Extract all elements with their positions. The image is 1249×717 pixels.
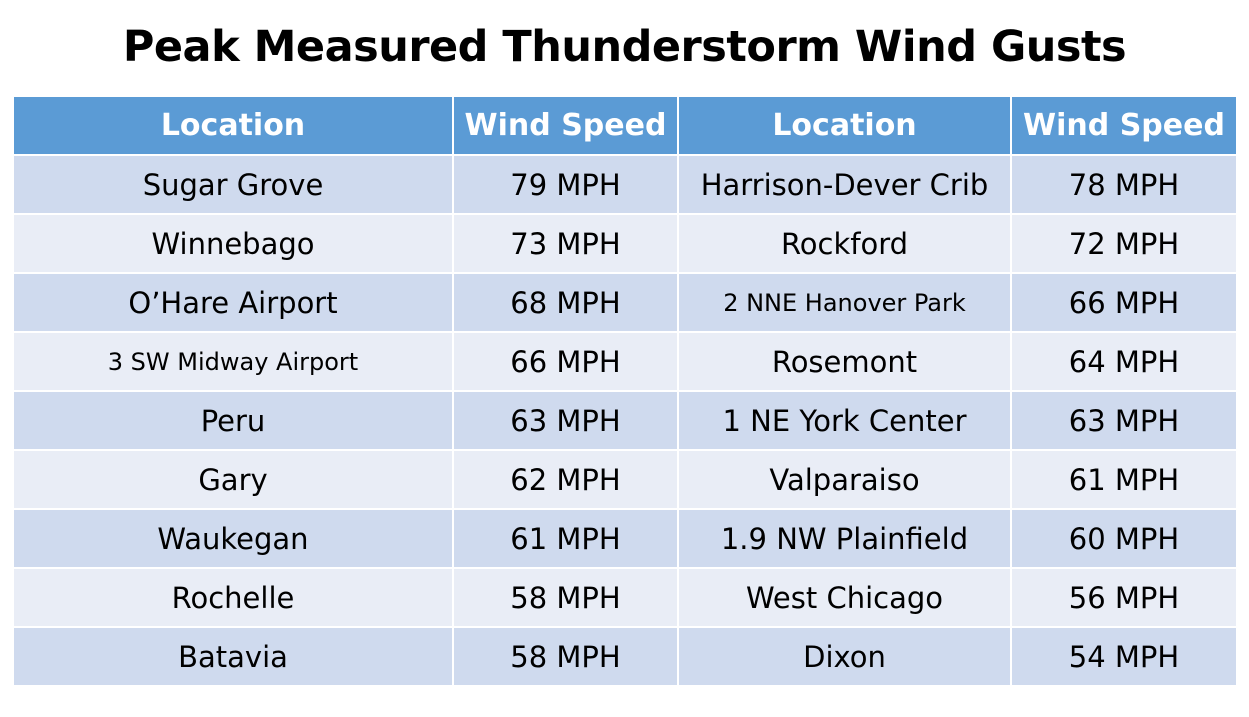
wind-speed-cell: 61 MPH [452, 508, 679, 569]
wind-speed-cell: 56 MPH [1010, 567, 1238, 628]
wind-speed-cell: 66 MPH [452, 331, 679, 392]
wind-speed-cell: 58 MPH [452, 626, 679, 687]
column-header-wind-speed: Wind Speed [1010, 95, 1238, 156]
location-cell: Batavia [12, 626, 454, 687]
location-cell: Winnebago [12, 213, 454, 274]
table-row: Winnebago 73 MPH Rockford 72 MPH [12, 213, 1238, 274]
table-row: Sugar Grove 79 MPH Harrison-Dever Crib 7… [12, 154, 1238, 215]
table-row: Rochelle 58 MPH West Chicago 56 MPH [12, 567, 1238, 628]
wind-speed-cell: 54 MPH [1010, 626, 1238, 687]
wind-speed-cell: 79 MPH [452, 154, 679, 215]
column-header-location: Location [677, 95, 1012, 156]
page-title: Peak Measured Thunderstorm Wind Gusts [122, 22, 1127, 72]
column-header-wind-speed: Wind Speed [452, 95, 679, 156]
table-row: Batavia 58 MPH Dixon 54 MPH [12, 626, 1238, 687]
location-cell: Rochelle [12, 567, 454, 628]
location-cell: Sugar Grove [12, 154, 454, 215]
location-cell: Peru [12, 390, 454, 451]
location-cell: 3 SW Midway Airport [12, 331, 454, 392]
location-cell: 1.9 NW Plainfield [677, 508, 1012, 569]
wind-speed-cell: 62 MPH [452, 449, 679, 510]
location-cell: Rockford [677, 213, 1012, 274]
table-row: Waukegan 61 MPH 1.9 NW Plainfield 60 MPH [12, 508, 1238, 569]
location-cell: O’Hare Airport [12, 272, 454, 333]
location-cell: 1 NE York Center [677, 390, 1012, 451]
wind-speed-cell: 68 MPH [452, 272, 679, 333]
wind-speed-cell: 78 MPH [1010, 154, 1238, 215]
wind-speed-cell: 58 MPH [452, 567, 679, 628]
location-cell: Waukegan [12, 508, 454, 569]
column-header-location: Location [12, 95, 454, 156]
location-cell: Gary [12, 449, 454, 510]
location-cell: Dixon [677, 626, 1012, 687]
wind-gust-table: Location Wind Speed Location Wind Speed … [12, 95, 1238, 687]
table-header-row: Location Wind Speed Location Wind Speed [12, 95, 1238, 156]
location-cell: West Chicago [677, 567, 1012, 628]
wind-speed-cell: 63 MPH [452, 390, 679, 451]
wind-speed-cell: 63 MPH [1010, 390, 1238, 451]
wind-speed-cell: 66 MPH [1010, 272, 1238, 333]
location-cell: Harrison-Dever Crib [677, 154, 1012, 215]
table-row: Peru 63 MPH 1 NE York Center 63 MPH [12, 390, 1238, 451]
wind-speed-cell: 64 MPH [1010, 331, 1238, 392]
wind-speed-cell: 72 MPH [1010, 213, 1238, 274]
location-cell: 2 NNE Hanover Park [677, 272, 1012, 333]
wind-speed-cell: 60 MPH [1010, 508, 1238, 569]
location-cell: Rosemont [677, 331, 1012, 392]
location-cell: Valparaiso [677, 449, 1012, 510]
table-row: 3 SW Midway Airport 66 MPH Rosemont 64 M… [12, 331, 1238, 392]
table-row: O’Hare Airport 68 MPH 2 NNE Hanover Park… [12, 272, 1238, 333]
wind-speed-cell: 73 MPH [452, 213, 679, 274]
wind-speed-cell: 61 MPH [1010, 449, 1238, 510]
table-row: Gary 62 MPH Valparaiso 61 MPH [12, 449, 1238, 510]
